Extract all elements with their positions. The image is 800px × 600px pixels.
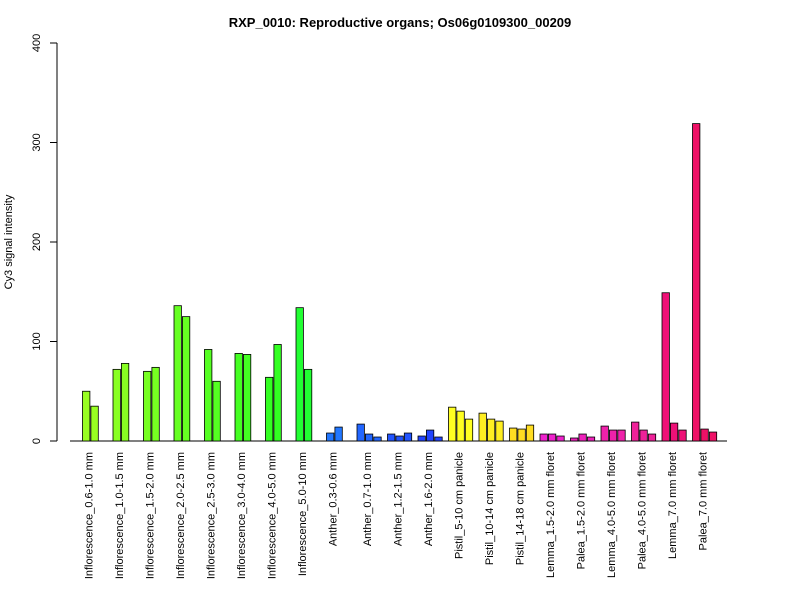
y-axis-title: Cy3 signal intensity (3, 194, 15, 289)
bar (548, 433, 557, 442)
x-category-label: Inflorescence_0.6-1.0 mm (83, 452, 95, 579)
bar (448, 406, 457, 442)
bar (570, 437, 579, 442)
bar (334, 426, 343, 442)
bar (143, 370, 152, 442)
bar (678, 429, 687, 442)
bar (204, 349, 213, 442)
x-category-label: Palea_7.0 mm floret (698, 452, 710, 550)
bar (464, 418, 474, 442)
x-category-label: Anther_0.3-0.6 mm (327, 452, 339, 546)
x-category-label: Palea_4.0-5.0 mm floret (637, 452, 649, 569)
x-category-label: Anther_1.2-1.5 mm (393, 452, 405, 546)
bar (692, 123, 701, 442)
bar (600, 425, 609, 442)
x-category-label: Inflorescence_3.0-4.0 mm (236, 452, 248, 579)
bar (631, 421, 640, 442)
bar (486, 418, 496, 442)
bar (295, 307, 304, 442)
x-axis-labels: Inflorescence_0.6-1.0 mm Inflorescence_1.… (83, 452, 709, 579)
x-category-label: Inflorescence_2.5-3.0 mm (205, 452, 217, 579)
bar (364, 433, 374, 442)
bar (326, 432, 335, 442)
bar (303, 368, 313, 442)
x-category-label: Lemma_4.0-5.0 mm floret (606, 452, 618, 578)
x-category-label: Inflorescence_1.0-1.5 mm (114, 452, 126, 579)
bar (242, 354, 252, 442)
bar (609, 429, 618, 442)
bar (181, 316, 191, 442)
bar (273, 344, 282, 442)
bar (517, 428, 526, 442)
bar (539, 433, 548, 442)
bars-group (82, 123, 718, 442)
x-category-label: Pistil_14-18 cm panicle (515, 452, 527, 565)
bar (495, 420, 504, 442)
y-tick-label: 400 (31, 34, 43, 52)
y-tick-label: 300 (31, 133, 43, 151)
y-tick-label: 200 (31, 233, 43, 251)
bar (417, 435, 426, 442)
x-category-label: Inflorescence_1.5-2.0 mm (144, 452, 156, 579)
x-category-label: Inflorescence_2.0-2.5 mm (175, 452, 187, 579)
bar (173, 305, 182, 442)
bar (708, 431, 718, 442)
bar (212, 380, 221, 442)
bar (434, 436, 443, 442)
x-category-label: Anther_0.7-1.0 mm (362, 452, 374, 546)
y-axis-ticks: 0 100 200 300 400 (31, 34, 57, 444)
y-tick-label: 100 (31, 332, 43, 350)
bar (373, 436, 382, 442)
bar (661, 292, 670, 442)
x-category-label: Palea_1.5-2.0 mm floret (576, 452, 588, 569)
bar (509, 427, 518, 442)
bar (639, 429, 648, 442)
x-category-label: Pistil_10-14 cm panicle (484, 452, 496, 565)
bar (265, 376, 274, 442)
x-category-label: Anther_1.6-2.0 mm (423, 452, 435, 546)
x-category-label: Lemma_7.0 mm floret (667, 452, 679, 559)
x-category-label: Inflorescence_4.0-5.0 mm (266, 452, 278, 579)
bar (151, 366, 160, 442)
bar (234, 353, 243, 442)
bar (456, 410, 465, 442)
bar (556, 435, 565, 442)
x-category-label: Pistil_5-10 cm panicle (454, 452, 466, 559)
bar (387, 433, 396, 442)
bar (82, 390, 91, 442)
bar (700, 428, 709, 442)
bar (478, 412, 487, 442)
bar (112, 368, 121, 442)
bar (425, 429, 435, 442)
bar (617, 429, 626, 442)
bar (670, 422, 679, 442)
bar (647, 433, 657, 442)
bar (525, 424, 535, 442)
bar (403, 432, 413, 442)
bar (121, 362, 130, 442)
x-category-label: Lemma_1.5-2.0 mm floret (545, 452, 557, 578)
chart-title: RXP_0010: Reproductive organs; Os06g0109… (229, 15, 572, 30)
bar (586, 436, 596, 442)
x-category-label: Inflorescence_5.0-10 mm (297, 452, 309, 576)
bar (356, 423, 365, 442)
bar (90, 405, 99, 442)
bar (395, 435, 404, 442)
bar (578, 433, 587, 442)
y-tick-label: 0 (31, 438, 43, 444)
